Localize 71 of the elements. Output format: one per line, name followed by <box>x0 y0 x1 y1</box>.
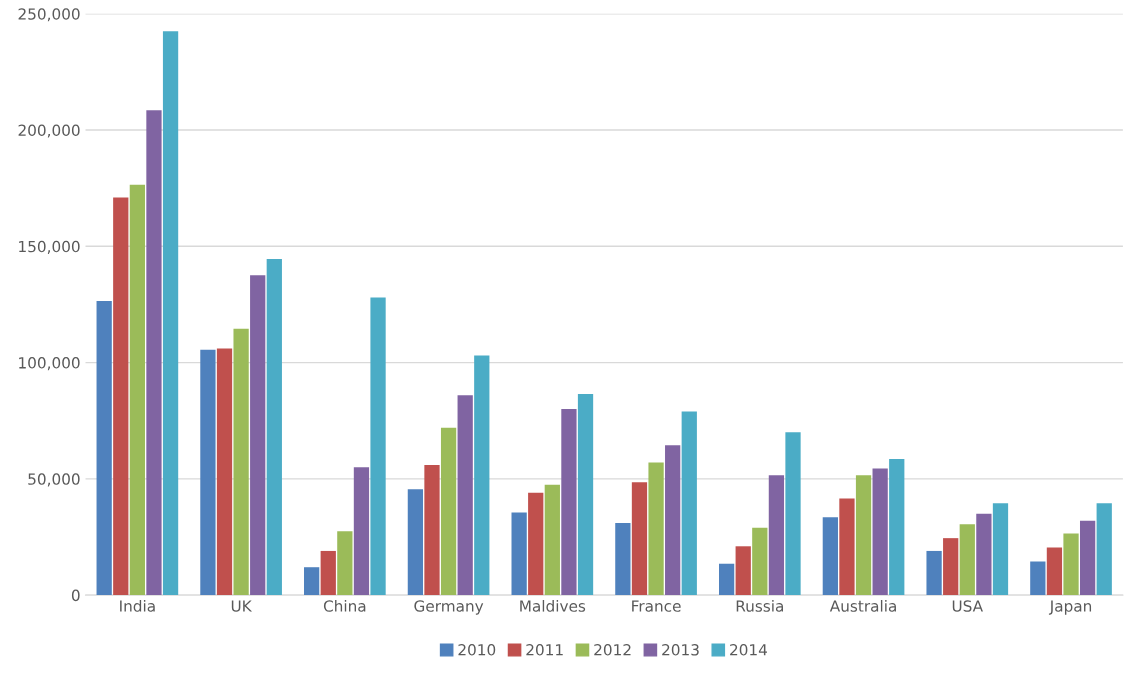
bar <box>681 411 697 596</box>
bar <box>216 348 233 596</box>
legend-label: 2014 <box>730 644 768 656</box>
bar <box>839 498 855 596</box>
bar <box>96 300 112 596</box>
bar <box>424 464 440 596</box>
bar <box>528 492 544 596</box>
bar <box>440 427 457 596</box>
legend-label: 2013 <box>662 644 699 656</box>
bar <box>735 546 751 596</box>
bar <box>113 197 129 596</box>
bar <box>615 523 631 596</box>
bar <box>1030 561 1046 596</box>
bar <box>233 328 249 596</box>
bar <box>474 355 490 596</box>
x-tick-label: Russia <box>736 599 783 612</box>
bar <box>407 489 424 596</box>
bar <box>959 524 975 596</box>
bar <box>457 395 473 596</box>
x-tick-label: Germany <box>414 600 484 615</box>
bar <box>337 531 353 596</box>
bar <box>1079 520 1096 596</box>
x-tick-label: USA <box>952 600 983 612</box>
y-tick-label: 50,000 <box>28 473 80 487</box>
bar <box>304 567 320 596</box>
bar <box>250 275 266 596</box>
legend-label: 2011 <box>526 644 563 656</box>
bar <box>752 527 768 596</box>
bar <box>511 512 527 596</box>
bar <box>544 484 560 596</box>
bar <box>146 110 162 596</box>
bar <box>992 503 1009 596</box>
bar <box>943 538 959 596</box>
bar <box>665 445 681 596</box>
bar <box>577 393 594 596</box>
bar <box>976 513 992 596</box>
y-tick-label: 150,000 <box>19 240 80 254</box>
bar <box>561 409 577 596</box>
x-tick-label: UK <box>231 600 253 612</box>
x-tick-label: China <box>323 599 366 612</box>
bar <box>353 467 370 596</box>
bar <box>200 349 216 596</box>
legend-label: 2012 <box>594 644 631 656</box>
x-tick-label: Maldives <box>520 599 586 612</box>
x-tick-label: France <box>632 600 681 612</box>
bar <box>822 517 838 596</box>
x-tick-label: Australia <box>829 599 896 612</box>
bar <box>768 475 785 596</box>
legend-label: 2010 <box>458 644 496 656</box>
bar <box>1063 533 1079 596</box>
bar <box>872 468 888 596</box>
bar <box>162 31 179 596</box>
y-tick-label: 100,000 <box>19 357 80 371</box>
bar <box>266 259 282 596</box>
bar <box>370 297 386 596</box>
bar <box>648 462 664 596</box>
x-tick-label: India <box>120 599 155 612</box>
bar <box>718 563 735 596</box>
y-tick-label: 200,000 <box>18 124 80 138</box>
bar <box>1046 547 1063 596</box>
bar <box>1096 503 1112 596</box>
x-tick-label: Japan <box>1048 600 1092 615</box>
y-tick-label: 0 <box>71 589 80 602</box>
bar <box>320 550 336 596</box>
bar <box>631 482 648 596</box>
bar <box>855 475 872 596</box>
y-tick-label: 250,000 <box>18 8 80 22</box>
bar <box>926 550 942 596</box>
bar <box>889 459 905 596</box>
bar <box>785 432 801 596</box>
bar <box>129 184 146 596</box>
